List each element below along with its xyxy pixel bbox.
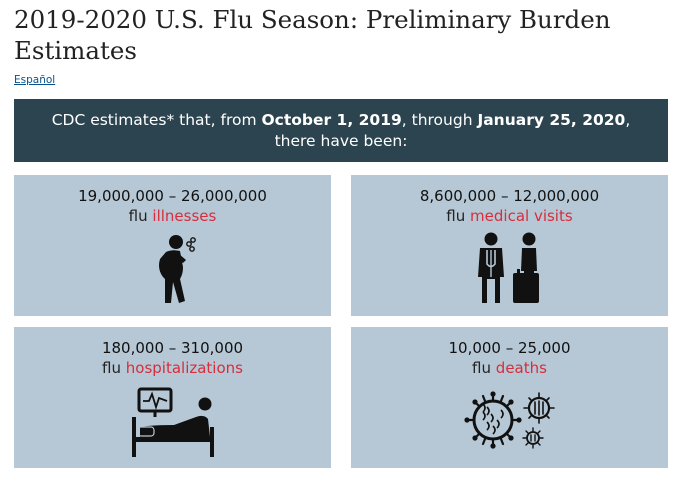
banner-start-date: October 1, 2019 — [261, 111, 402, 129]
doctor-patient-icon — [478, 232, 539, 303]
medical-visits-range: 8,600,000 – 12,000,000 — [419, 187, 600, 205]
hospital-bed-icon — [132, 387, 214, 457]
illnesses-label: flu illnesses — [14, 207, 331, 226]
medical-visits-label-metric: medical visits — [470, 207, 573, 225]
hospitalizations-label-prefix: flu — [102, 359, 121, 377]
page-title: 2019-2020 U.S. Flu Season: Preliminary B… — [14, 5, 611, 65]
illnesses-card: 19,000,000 – 26,000,000 flu illnesses — [14, 175, 331, 316]
medical-visits-card: 8,600,000 – 12,000,000 flu medical visit… — [351, 175, 668, 316]
hospitalizations-range: 180,000 – 310,000 — [101, 339, 244, 357]
deaths-range: 10,000 – 25,000 — [448, 339, 571, 357]
hospitalizations-card: 180,000 – 310,000 flu hospitalizations — [14, 327, 331, 468]
estimates-banner: CDC estimates* that, from October 1, 201… — [14, 99, 668, 162]
illnesses-range: 19,000,000 – 26,000,000 — [78, 187, 267, 205]
banner-middle: , through — [401, 111, 478, 129]
hospitalizations-label-metric: hospitalizations — [125, 359, 243, 377]
banner-suffix: , there have been: — [274, 111, 631, 150]
deaths-label: flu deaths — [351, 359, 668, 378]
medical-visits-label: flu medical visits — [351, 207, 668, 226]
illnesses-label-metric: illnesses — [152, 207, 217, 225]
spanish-language-link[interactable]: Español — [14, 74, 56, 86]
deaths-label-metric: deaths — [495, 359, 547, 377]
deaths-label-prefix: flu — [472, 359, 492, 377]
virus-icon — [464, 391, 555, 449]
hospitalizations-label: flu hospitalizations — [14, 359, 331, 378]
banner-end-date: January 25, 2020 — [477, 111, 626, 129]
banner-prefix: CDC estimates* that, from — [51, 111, 262, 129]
illnesses-label-prefix: flu — [128, 207, 148, 225]
deaths-card: 10,000 – 25,000 flu deaths — [351, 327, 668, 468]
sick-person-icon — [159, 235, 196, 303]
medical-visits-label-prefix: flu — [446, 207, 466, 225]
